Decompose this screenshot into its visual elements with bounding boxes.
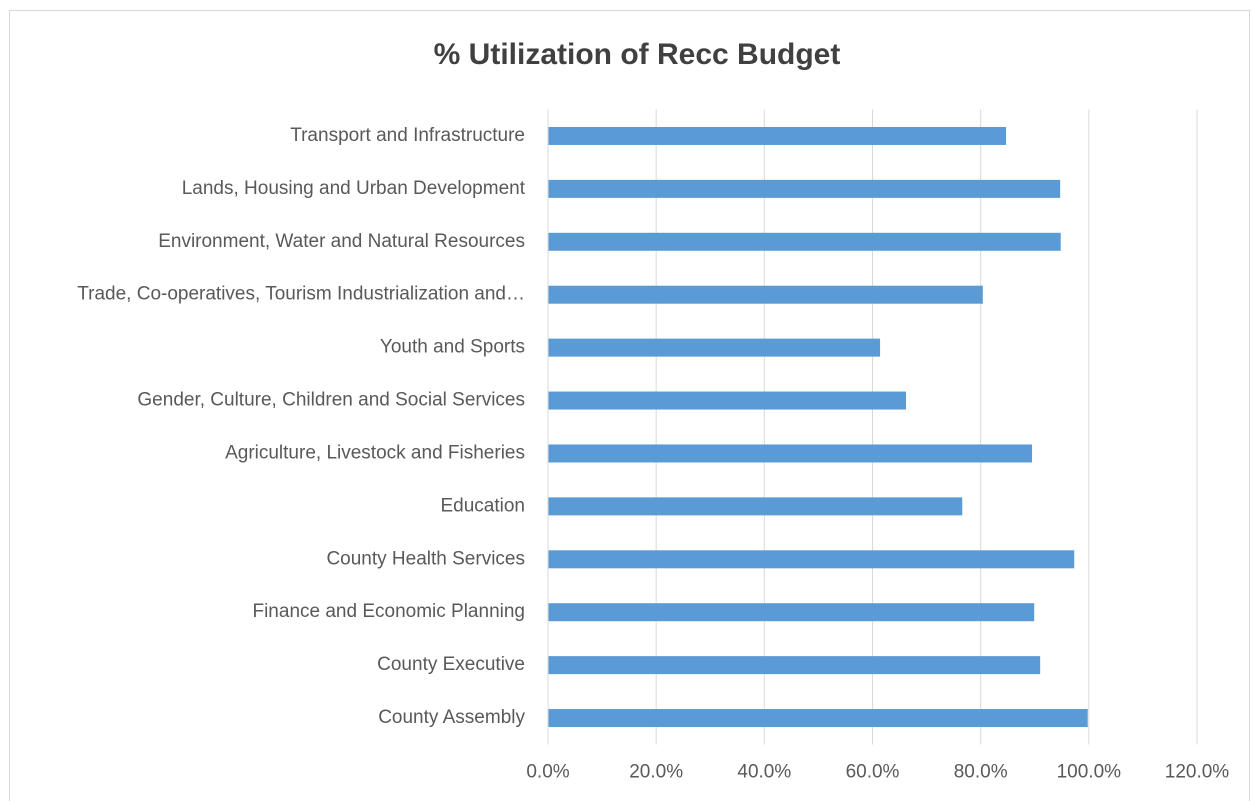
y-tick-label: Education bbox=[440, 495, 525, 516]
y-tick-label: County Health Services bbox=[326, 548, 525, 569]
bar bbox=[548, 603, 1035, 622]
bar bbox=[548, 232, 1061, 251]
y-tick-label: Finance and Economic Planning bbox=[252, 601, 525, 622]
bar bbox=[548, 497, 963, 516]
y-tick-label: Transport and Infrastructure bbox=[290, 125, 525, 146]
bar bbox=[548, 126, 1007, 145]
chart-title: % Utilization of Recc Budget bbox=[434, 38, 841, 71]
bar bbox=[548, 338, 881, 357]
bar bbox=[548, 550, 1075, 569]
y-tick-label: County Executive bbox=[377, 654, 525, 675]
x-tick-label: 120.0% bbox=[1165, 762, 1230, 783]
bar bbox=[548, 179, 1061, 198]
y-tick-label: Trade, Co-operatives, Tourism Industrial… bbox=[77, 284, 525, 305]
bar bbox=[548, 709, 1088, 728]
x-tick-label: 80.0% bbox=[954, 762, 1008, 783]
y-tick-label: Lands, Housing and Urban Development bbox=[182, 178, 526, 199]
bar bbox=[548, 285, 983, 304]
x-tick-label: 40.0% bbox=[737, 762, 791, 783]
y-tick-label: Agriculture, Livestock and Fisheries bbox=[225, 442, 525, 463]
y-tick-label: County Assembly bbox=[378, 707, 525, 728]
x-tick-label: 100.0% bbox=[1057, 762, 1122, 783]
x-tick-label: 20.0% bbox=[629, 762, 683, 783]
x-tick-label: 0.0% bbox=[526, 762, 569, 783]
bar bbox=[548, 391, 907, 410]
y-tick-label: Gender, Culture, Children and Social Ser… bbox=[137, 390, 525, 411]
bar bbox=[548, 656, 1041, 675]
y-tick-label: Environment, Water and Natural Resources bbox=[158, 231, 525, 252]
x-tick-label: 60.0% bbox=[846, 762, 900, 783]
y-tick-label: Youth and Sports bbox=[380, 337, 525, 358]
bar bbox=[548, 444, 1033, 463]
